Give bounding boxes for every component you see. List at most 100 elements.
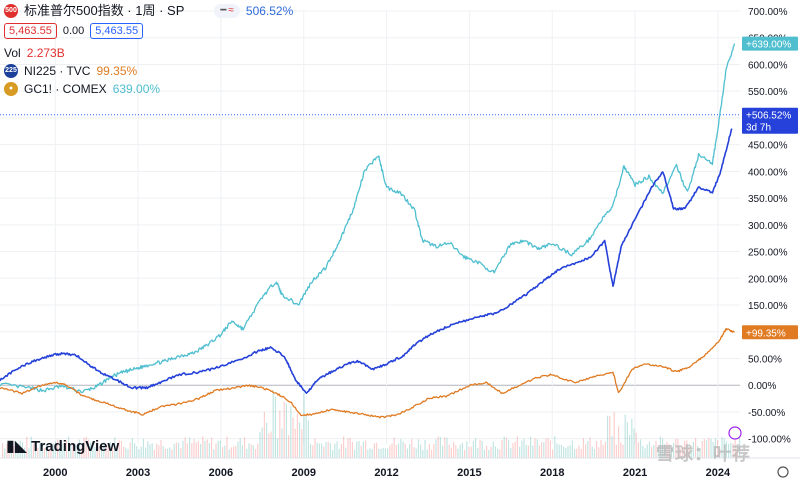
volume-bar: [294, 428, 296, 458]
volume-bar: [376, 442, 378, 458]
volume-bar: [107, 443, 109, 458]
volume-bar: [112, 448, 114, 458]
symbol-badge[interactable]: 500: [4, 4, 18, 18]
volume-bar: [351, 442, 353, 458]
volume-bar: [369, 448, 371, 458]
volume-bar: [664, 444, 666, 458]
volume-bar: [380, 448, 382, 458]
ni225-label: NI225 · TVC: [24, 64, 91, 78]
volume-bar: [461, 442, 463, 458]
volume-bar: [127, 448, 129, 458]
volume-bar: [400, 439, 402, 458]
volume-bar: [464, 449, 466, 458]
volume-bar: [732, 443, 734, 458]
volume-bar: [567, 446, 569, 458]
x-tick-label: 2012: [374, 467, 398, 479]
volume-bar: [382, 447, 384, 458]
volume-bar: [338, 448, 340, 458]
gc1-label: GC1! · COMEX: [24, 82, 107, 96]
volume-bar: [160, 439, 162, 458]
volume-bar: [558, 444, 560, 458]
volume-bar: [145, 447, 147, 458]
volume-bar: [90, 442, 92, 458]
volume-bar: [131, 438, 133, 458]
y-tick-label: 50.00%: [748, 354, 782, 365]
volume-bar: [226, 436, 228, 458]
symbol-title[interactable]: 标准普尔500指数 · 1周 · SP: [24, 3, 185, 18]
volume-bar: [503, 436, 505, 458]
buy-price-button[interactable]: 5,463.55: [90, 23, 144, 39]
volume-bar: [81, 446, 83, 458]
gold-last-label-bg: [742, 36, 798, 51]
volume-bar: [10, 441, 12, 458]
volume-bar: [307, 420, 309, 458]
volume-bar: [640, 439, 642, 458]
volume-bar: [76, 446, 78, 458]
volume-bar: [13, 446, 15, 458]
nikkei-series-line: [0, 327, 735, 419]
volume-bar: [197, 441, 199, 458]
tradingview-logo[interactable]: ▮◣ TradingView: [6, 436, 119, 456]
volume-bar: [65, 440, 67, 458]
volume-bar: [30, 436, 32, 458]
volume-bar: [389, 445, 391, 458]
volume-bar: [723, 438, 725, 458]
sp500-last-label: +506.52%: [746, 111, 791, 122]
volume-bar: [147, 441, 149, 458]
sell-price-button[interactable]: 5,463.55: [4, 23, 57, 39]
volume-bar: [646, 444, 648, 458]
volume-bar: [444, 437, 446, 458]
volume-bar: [701, 441, 703, 458]
volume-bar: [224, 445, 226, 458]
volume-bar: [367, 449, 369, 458]
volume-bar: [228, 449, 230, 458]
volume-bar: [211, 437, 213, 458]
volume-bar: [536, 439, 538, 458]
volume-bar: [21, 442, 23, 458]
volume-bar: [622, 444, 624, 458]
volume-bar: [483, 449, 485, 458]
volume-bar: [466, 441, 468, 458]
tradingview-logo-icon: ▮◣: [6, 438, 28, 455]
volume-bar: [655, 440, 657, 458]
volume-legend[interactable]: Vol 2.273B: [4, 45, 65, 61]
volume-bar: [523, 438, 525, 458]
ni225-legend[interactable]: 225 NI225 · TVC 99.35%: [4, 63, 137, 79]
volume-bar: [525, 444, 527, 458]
volume-bar: [72, 443, 74, 458]
volume-bar: [17, 443, 19, 458]
volume-bar: [310, 444, 312, 458]
volume-bar: [268, 433, 270, 458]
volume-bar: [697, 445, 699, 458]
volume-bar: [659, 436, 661, 458]
header-row: 500 标准普尔500指数 · 1周 · SP ━ ≈ 506.52%: [4, 3, 293, 19]
tradingview-logo-text: TradingView: [31, 437, 120, 455]
volume-bar: [481, 440, 483, 458]
volume-bar: [349, 438, 351, 458]
volume-bar: [296, 413, 298, 458]
volume-bar: [356, 441, 358, 458]
y-tick-label: 150.00%: [748, 301, 788, 312]
volume-bar: [332, 449, 334, 458]
volume-bar: [398, 443, 400, 458]
gc1-legend[interactable]: ● GC1! · COMEX 639.00%: [4, 81, 160, 97]
volume-bar: [2, 443, 4, 458]
volume-bar: [325, 442, 327, 458]
volume-bar: [191, 443, 193, 458]
volume-bar: [708, 438, 710, 458]
last-value-labels: +639.00% +506.52%3d 7h +99.35%: [728, 36, 798, 478]
volume-bar: [195, 442, 197, 458]
sp500-last-label-bg: [742, 107, 798, 134]
volume-bar: [123, 446, 125, 458]
volume-bar: [475, 438, 477, 458]
volume-bar: [26, 436, 28, 458]
compare-toggle[interactable]: ━ ≈: [214, 4, 240, 18]
volume-bar: [453, 441, 455, 458]
volume-bar: [527, 445, 529, 458]
volume-bar: [690, 449, 692, 458]
volume-bar: [516, 436, 518, 458]
volume-bar: [604, 441, 606, 458]
volume-bar: [189, 437, 191, 458]
volume-bar: [657, 446, 659, 458]
